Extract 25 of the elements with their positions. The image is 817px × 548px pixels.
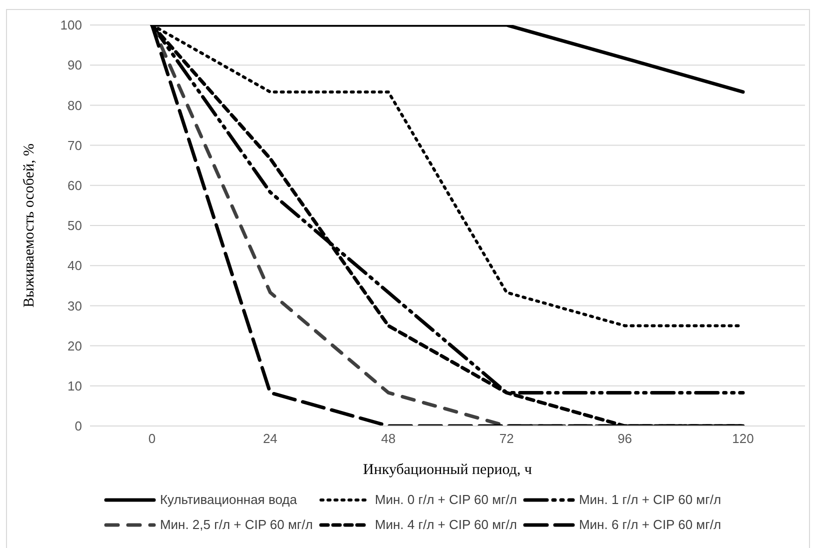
x-tick-label: 120 bbox=[732, 431, 754, 446]
y-axis-title: Выживаемость особей, % bbox=[21, 144, 38, 308]
y-tick-label: 90 bbox=[68, 58, 82, 73]
x-axis-title: Инкубационный период, ч bbox=[363, 462, 532, 478]
x-tick-label: 72 bbox=[499, 431, 514, 446]
x-tick-label: 0 bbox=[148, 431, 156, 446]
y-tick-label: 10 bbox=[68, 378, 82, 394]
y-tick-label: 40 bbox=[68, 258, 82, 274]
legend-label: Культивационная вода bbox=[160, 492, 297, 507]
legend-label: Мин. 1 г/л + CIP 60 мг/л bbox=[578, 492, 722, 507]
legend-label: Мин. 2,5 г/л + CIP 60 мг/л bbox=[160, 517, 313, 532]
y-tick-label: 50 bbox=[68, 218, 82, 234]
x-tick-label: 24 bbox=[262, 431, 278, 446]
x-tick-label: 96 bbox=[618, 431, 632, 446]
legend-label: Мин. 4 г/л + CIP 60 мг/л bbox=[374, 517, 517, 532]
legend-label: Мин. 0 г/л + CIP 60 мг/л bbox=[374, 492, 517, 507]
y-tick-label: 20 bbox=[68, 338, 82, 354]
y-tick-label: 70 bbox=[68, 138, 82, 153]
y-tick-label: 0 bbox=[74, 418, 82, 434]
y-tick-label: 100 bbox=[60, 18, 82, 33]
y-tick-label: 60 bbox=[68, 178, 82, 194]
legend-label: Мин. 6 г/л + CIP 60 мг/л bbox=[578, 517, 722, 532]
y-tick-label: 80 bbox=[68, 98, 82, 113]
x-tick-label: 48 bbox=[381, 431, 396, 446]
y-tick-label: 30 bbox=[68, 298, 82, 314]
